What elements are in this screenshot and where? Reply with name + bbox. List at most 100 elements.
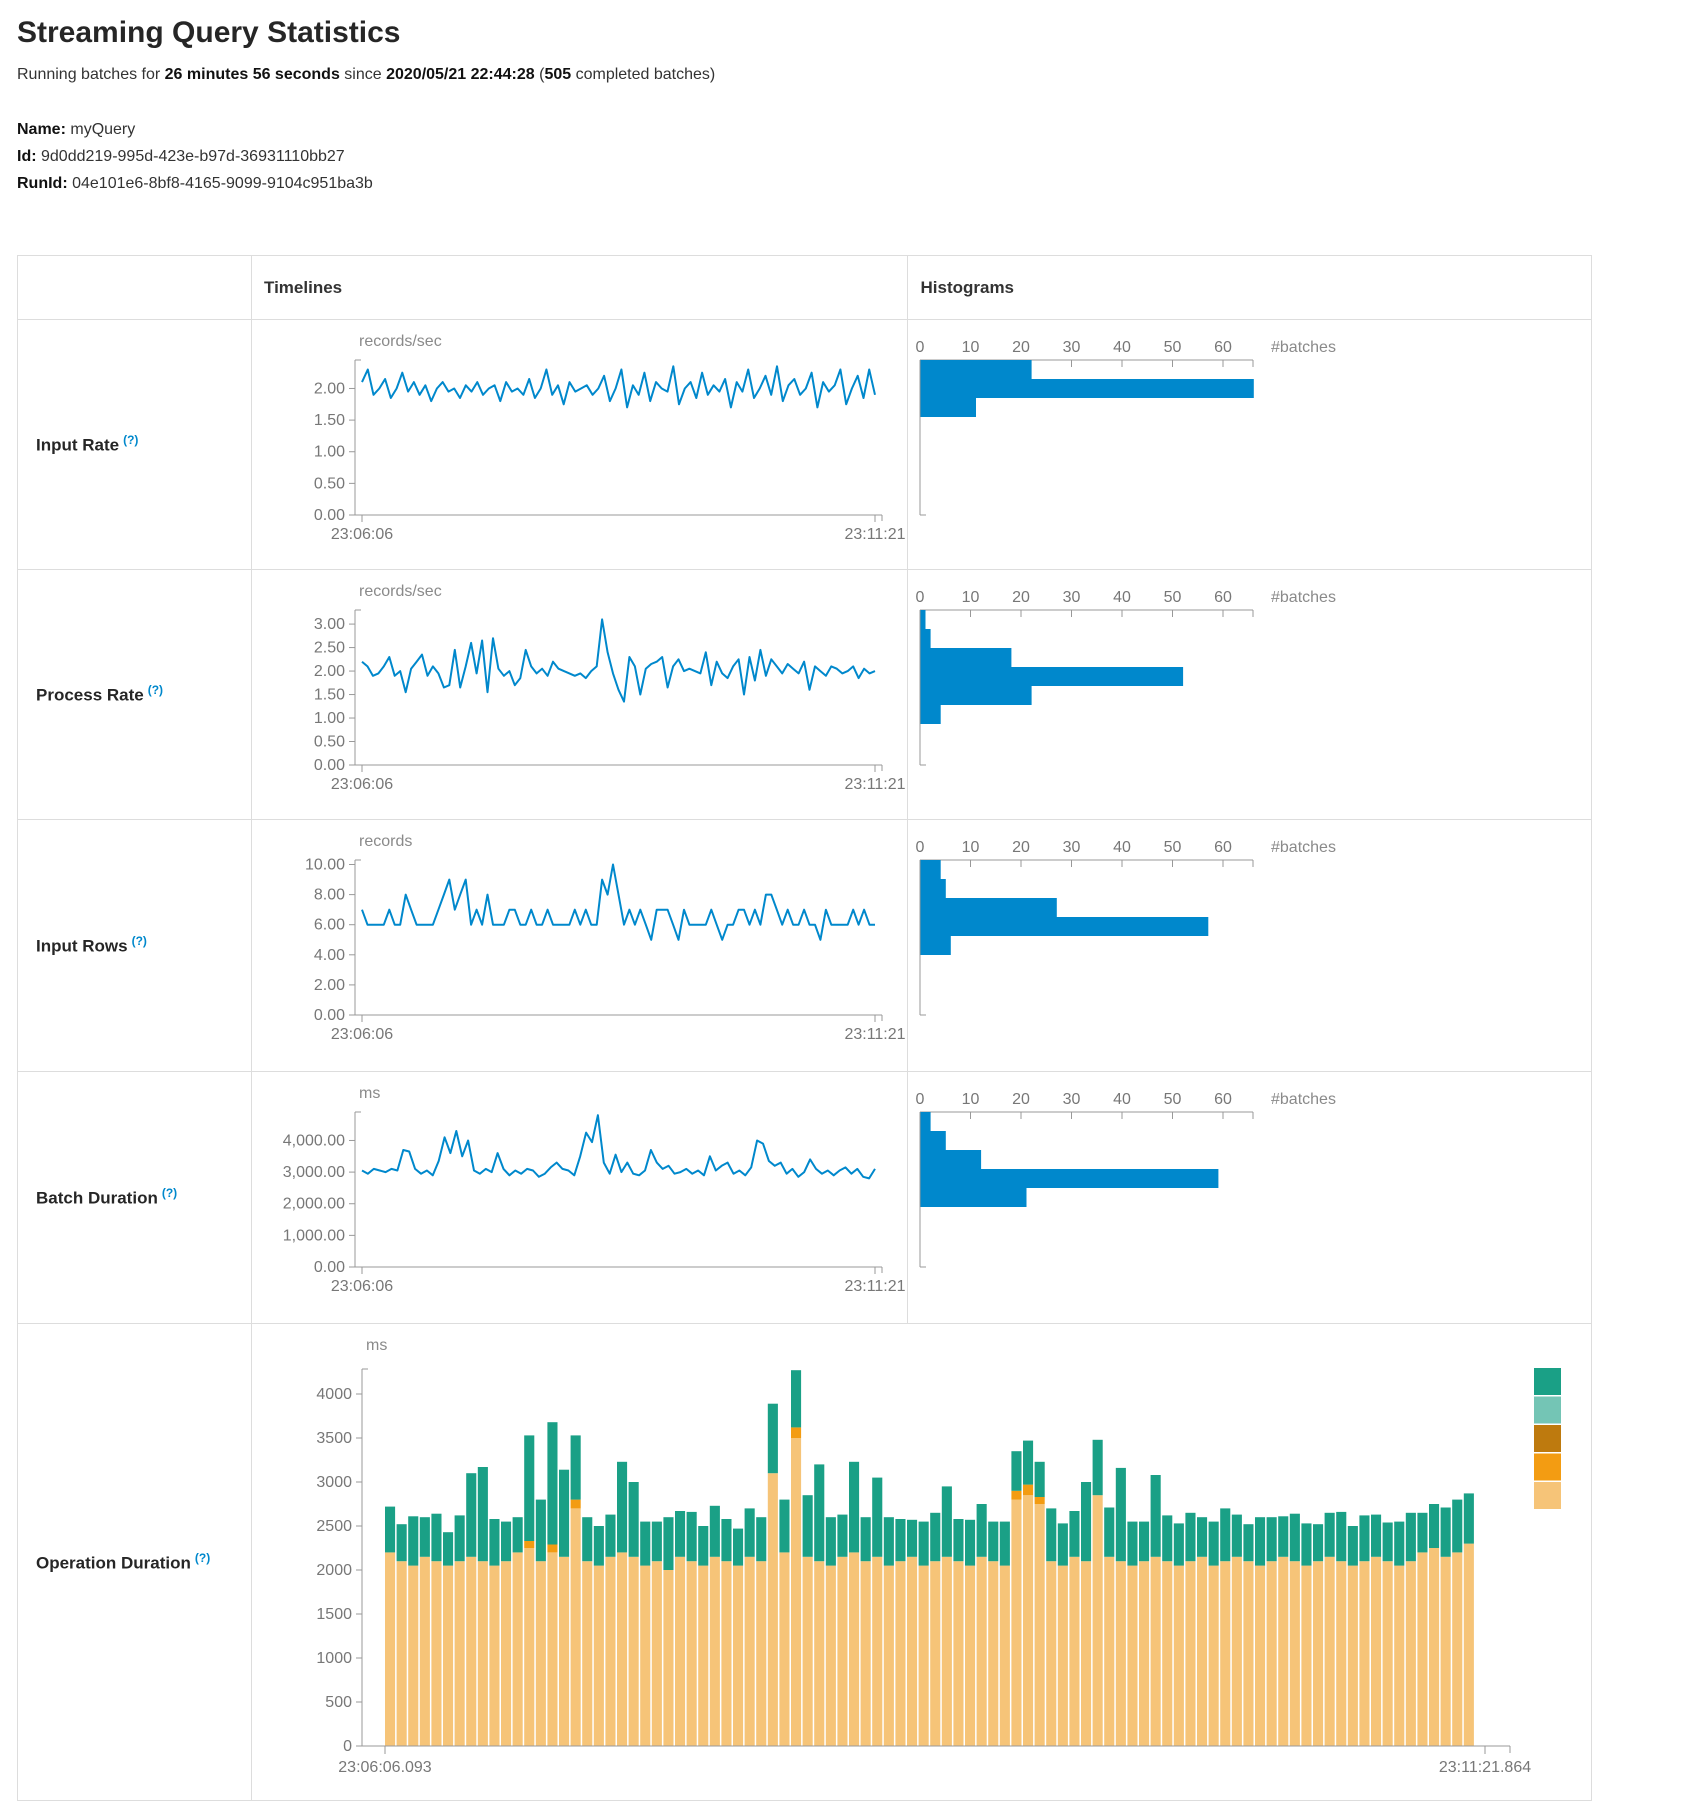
operation-duration-row: Operation Duration (?) ms 0 500 1000 1500 2000… bbox=[17, 1323, 1592, 1801]
svg-text:23:11:21: 23:11:21 bbox=[844, 526, 905, 543]
stacked-bar-segment bbox=[767, 1403, 778, 1474]
svg-text:50: 50 bbox=[1164, 839, 1182, 856]
stacked-bar-segment bbox=[524, 1548, 535, 1746]
histogram-bar bbox=[920, 898, 1058, 917]
stacked-bar-segment bbox=[779, 1499, 790, 1553]
stacked-bar-segment bbox=[1127, 1521, 1138, 1566]
runid-value: 04e101e6-8bf8-4165-9099-9104c951ba3b bbox=[72, 175, 373, 192]
stacked-bar-segment bbox=[721, 1561, 732, 1746]
input-rows-help-icon[interactable]: (?) bbox=[131, 934, 147, 949]
stacked-bar-segment bbox=[1324, 1556, 1335, 1746]
stacked-bar-segment bbox=[1347, 1526, 1358, 1566]
svg-text:50: 50 bbox=[1164, 589, 1182, 606]
svg-text:0: 0 bbox=[343, 1738, 352, 1755]
histogram-bar bbox=[920, 686, 1033, 705]
stacked-bar-segment bbox=[721, 1519, 732, 1562]
stacked-bar-segment bbox=[617, 1461, 628, 1553]
stacked-bar-segment bbox=[1023, 1440, 1034, 1485]
batch-duration-help-icon[interactable]: (?) bbox=[161, 1186, 178, 1201]
stacked-bar-segment bbox=[1266, 1561, 1277, 1746]
empty-header-cell bbox=[17, 255, 252, 320]
stacked-bar-segment bbox=[941, 1486, 952, 1557]
stacked-bar-segment bbox=[814, 1464, 825, 1562]
legend-swatch bbox=[1534, 1368, 1561, 1395]
stacked-bar-segment bbox=[756, 1561, 767, 1746]
input-rate-help-icon[interactable]: (?) bbox=[123, 433, 139, 448]
name-value: myQuery bbox=[70, 121, 136, 138]
svg-text:records/sec: records/sec bbox=[359, 333, 442, 350]
stacked-bar-segment bbox=[408, 1516, 419, 1566]
histogram-bar bbox=[920, 398, 977, 417]
svg-text:#batches: #batches bbox=[1271, 839, 1336, 856]
svg-text:#batches: #batches bbox=[1271, 339, 1336, 356]
svg-text:0.00: 0.00 bbox=[314, 757, 345, 774]
stacked-bar-segment bbox=[431, 1513, 442, 1562]
stacked-bar-segment bbox=[988, 1521, 999, 1562]
histogram-bar bbox=[920, 705, 942, 724]
operation-duration-label: Operation Duration bbox=[36, 1553, 191, 1573]
completed-batches-count: 505 bbox=[544, 66, 572, 83]
histogram-bar bbox=[920, 1150, 982, 1169]
svg-text:50: 50 bbox=[1164, 339, 1182, 356]
svg-text:#batches: #batches bbox=[1271, 1091, 1336, 1108]
histogram-bar bbox=[920, 1169, 1219, 1188]
process-rate-label: Process Rate bbox=[36, 685, 144, 705]
operation-duration-chart-cell: ms 0 500 1000 1500 2000 2500 3000 3500 4000 23:06:… bbox=[251, 1323, 1592, 1801]
legend-swatch bbox=[1534, 1482, 1561, 1509]
svg-text:2.00: 2.00 bbox=[314, 380, 345, 397]
svg-text:60: 60 bbox=[1215, 1091, 1233, 1108]
stacked-bar-segment bbox=[1092, 1495, 1103, 1746]
stacked-bar-segment bbox=[1139, 1521, 1150, 1562]
svg-text:6.00: 6.00 bbox=[314, 917, 345, 934]
stacked-bar-segment bbox=[419, 1556, 430, 1746]
stacked-bar-segment bbox=[1081, 1561, 1092, 1746]
svg-text:23:11:21.864: 23:11:21.864 bbox=[1439, 1759, 1531, 1776]
stacked-bar-segment bbox=[1092, 1439, 1103, 1496]
histogram-3: 0 10 20 30 40 50 60 #batches bbox=[916, 1091, 1336, 1268]
stacked-bar-segment bbox=[1208, 1521, 1219, 1566]
svg-text:10: 10 bbox=[962, 339, 980, 356]
input-rows-row: Input Rows (?) records 0.00 2.00 4.00 6.00 8.0… bbox=[17, 819, 1592, 1072]
histogram-bar bbox=[920, 1112, 932, 1131]
stacked-bar-segment bbox=[849, 1552, 860, 1746]
legend-swatch bbox=[1534, 1425, 1561, 1452]
process-rate-label-cell: Process Rate (?) bbox=[17, 569, 252, 820]
stacked-bar-segment bbox=[791, 1438, 802, 1746]
stacked-bar-segment bbox=[675, 1511, 686, 1557]
process-rate-help-icon[interactable]: (?) bbox=[147, 683, 164, 698]
stacked-bar-segment bbox=[709, 1505, 720, 1557]
svg-text:40: 40 bbox=[1114, 339, 1132, 356]
stacked-bar-segment bbox=[593, 1526, 604, 1566]
stacked-bar-segment bbox=[1313, 1524, 1324, 1562]
histogram-0: 0 10 20 30 40 50 60 #batches bbox=[916, 339, 1336, 516]
query-runid-line: RunId: 04e101e6-8bf8-4165-9099-9104c951b… bbox=[17, 170, 1693, 197]
stacked-bar-segment bbox=[582, 1561, 593, 1746]
stacked-bar-segment bbox=[1104, 1507, 1115, 1557]
stacked-bar-segment bbox=[559, 1469, 570, 1557]
svg-text:1000: 1000 bbox=[316, 1650, 352, 1667]
stacked-bar-segment bbox=[1440, 1556, 1451, 1746]
stacked-bar-segment bbox=[419, 1517, 430, 1557]
svg-text:0.00: 0.00 bbox=[314, 1007, 345, 1024]
running-batches-summary: Running batches for 26 minutes 56 second… bbox=[17, 66, 1693, 84]
stacked-bar-segment bbox=[651, 1561, 662, 1746]
stacked-bar-segment bbox=[965, 1519, 976, 1566]
operation-duration-help-icon[interactable]: (?) bbox=[194, 1550, 211, 1565]
svg-text:2.00: 2.00 bbox=[314, 663, 345, 680]
stacked-bar-segment bbox=[814, 1561, 825, 1746]
stacked-bar-segment bbox=[918, 1521, 929, 1566]
stacked-bar-segment bbox=[1231, 1514, 1242, 1557]
stacked-bar-segment bbox=[1440, 1507, 1451, 1557]
stacked-bar-segment bbox=[1278, 1556, 1289, 1746]
stacked-bar-segment bbox=[1104, 1556, 1115, 1746]
operation-duration-legend bbox=[1534, 1368, 1561, 1509]
page-title: Streaming Query Statistics bbox=[17, 16, 401, 49]
stacked-bar-segment bbox=[1220, 1508, 1231, 1562]
stacked-bar-segment bbox=[825, 1517, 836, 1566]
operation-duration-stacked-chart: ms 0 500 1000 1500 2000 2500 3000 3500 4000 23:06:… bbox=[316, 1337, 1561, 1776]
process-rate-histogram-chart: 0 10 20 30 40 50 60 #batches bbox=[916, 589, 1336, 766]
svg-text:ms: ms bbox=[366, 1337, 387, 1354]
start-time: 2020/05/21 22:44:28 bbox=[386, 66, 535, 83]
stacked-bar-segment bbox=[802, 1556, 813, 1746]
legend-swatch bbox=[1534, 1453, 1561, 1481]
